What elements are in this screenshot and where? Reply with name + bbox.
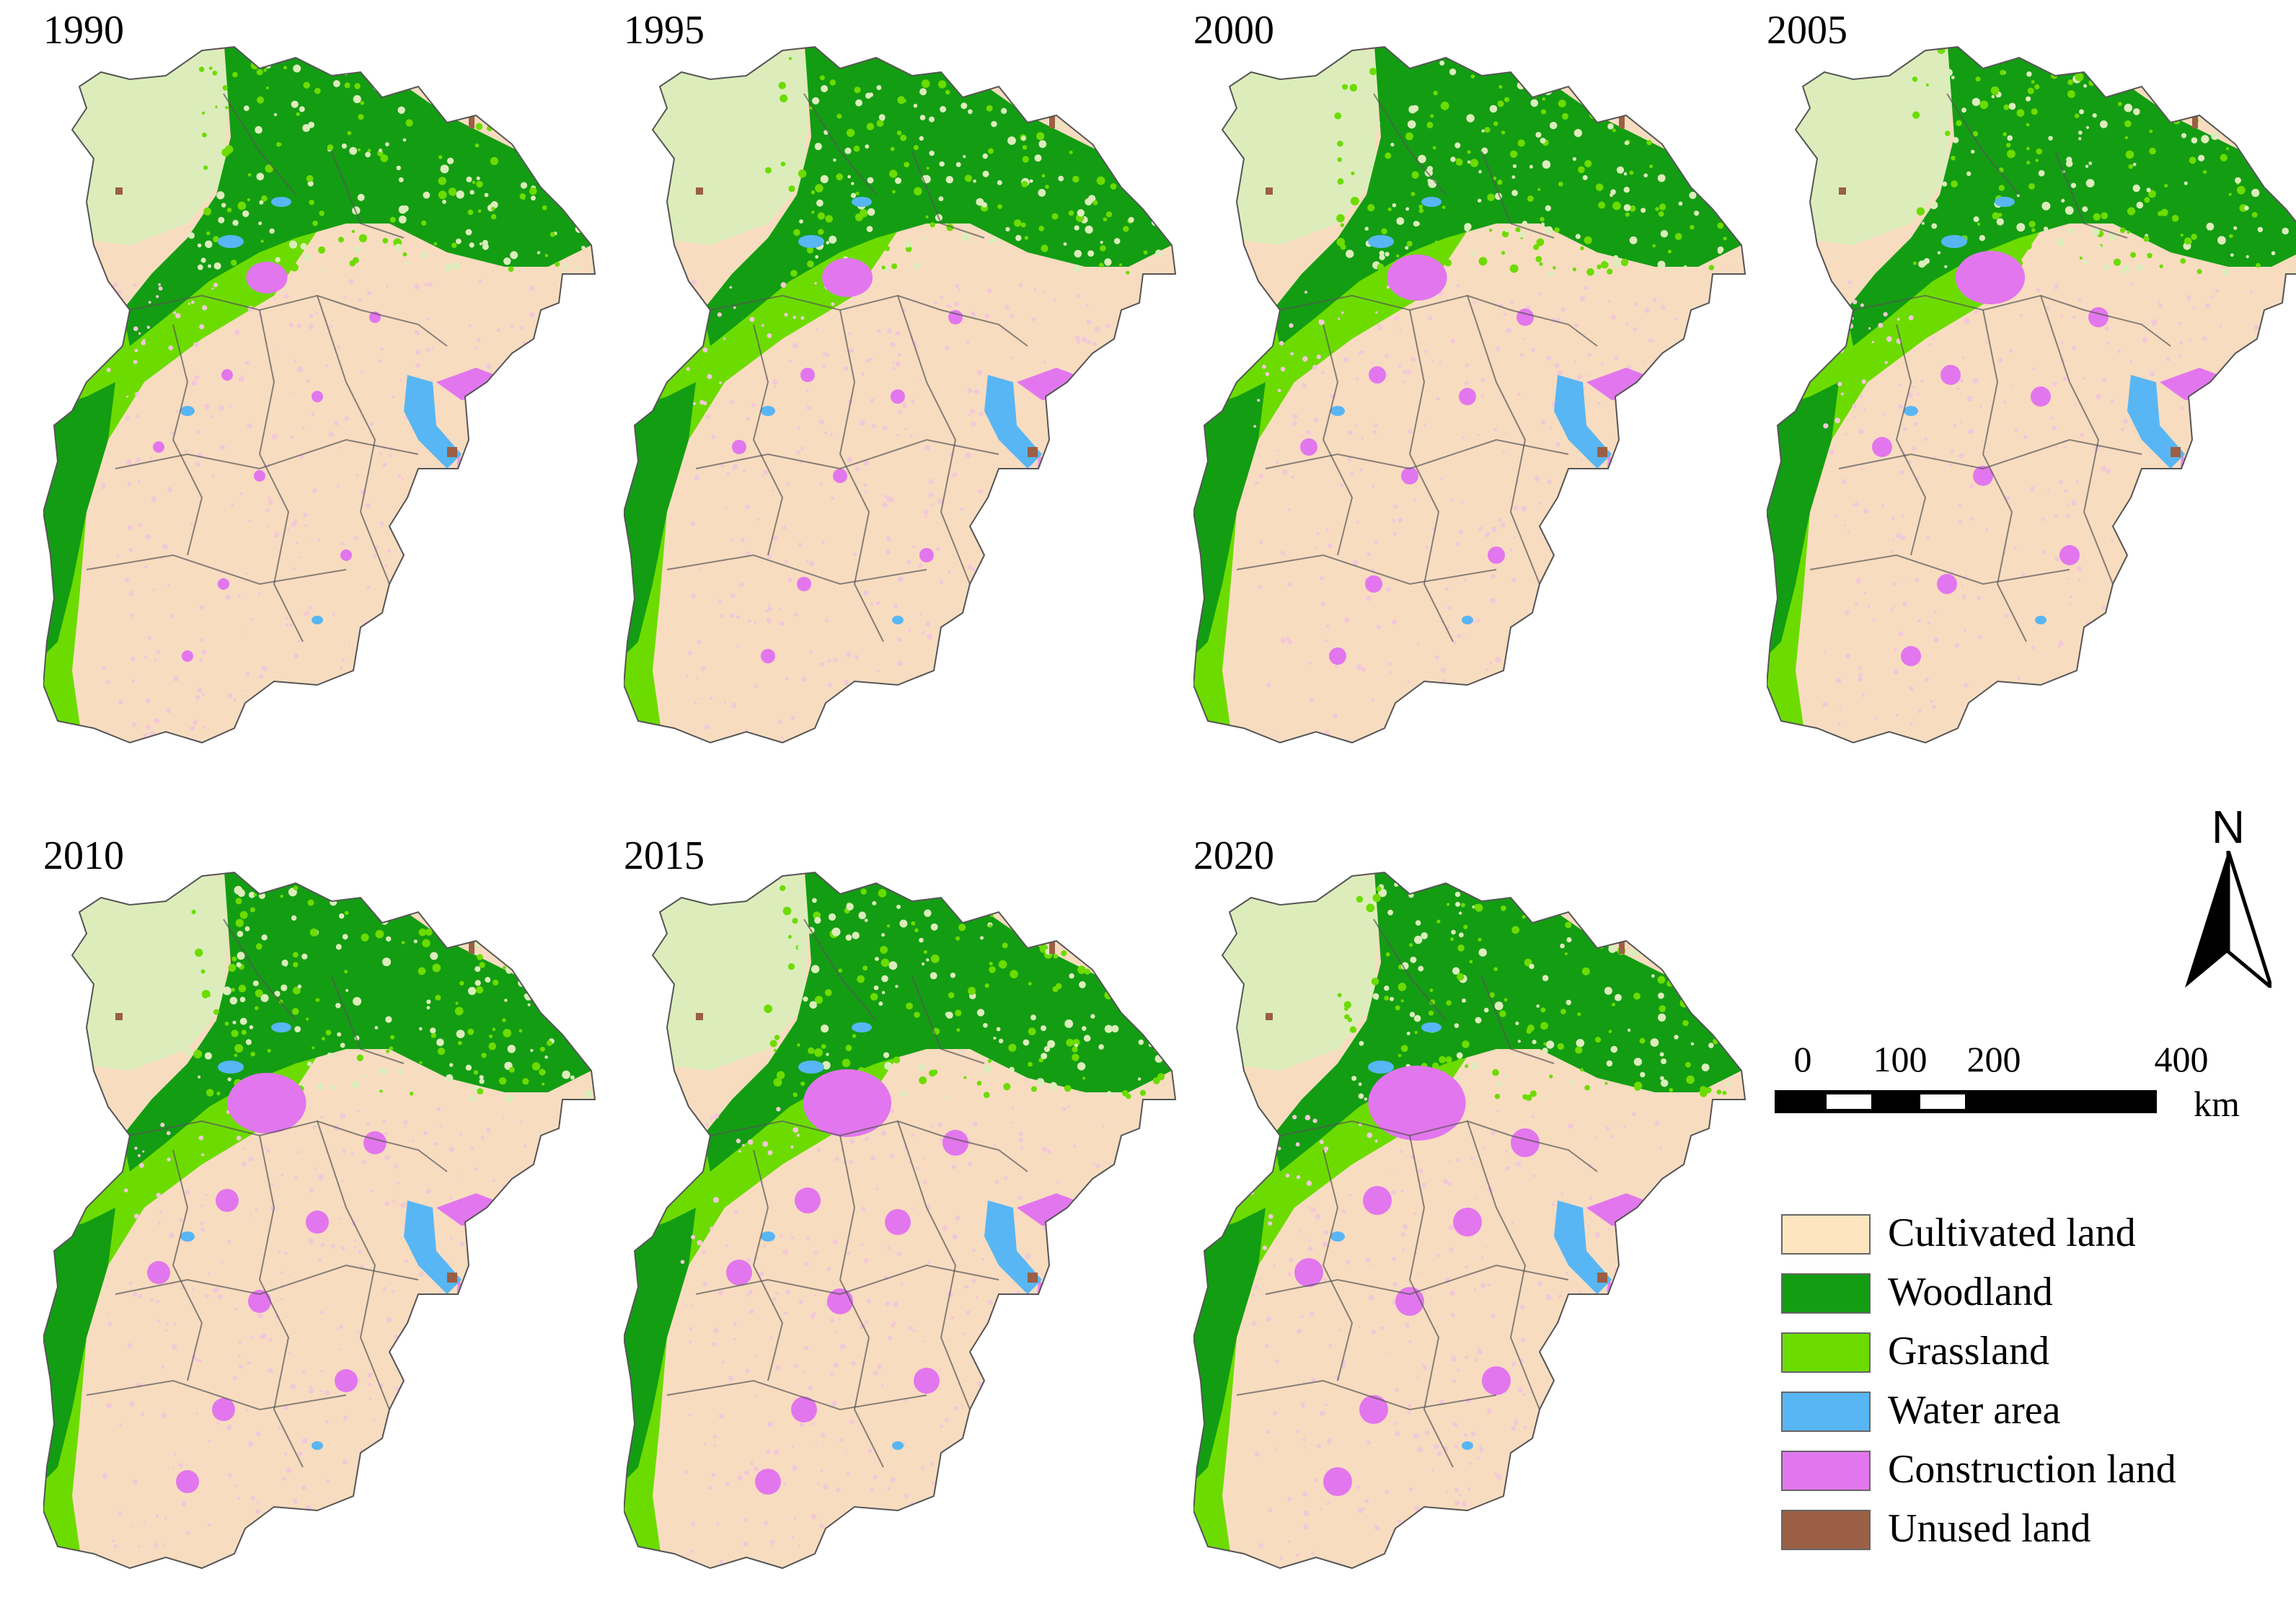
- land-use-map-2010: [43, 833, 606, 1597]
- panel-year-label: 2015: [624, 833, 705, 879]
- land-use-map-1995: [624, 7, 1186, 771]
- map-panel-2005: 2005: [1767, 7, 2296, 771]
- woodland-swatch: [1781, 1273, 1871, 1314]
- panel-year-label: 2010: [43, 833, 124, 879]
- scale-bar-graphic: [1774, 1089, 2178, 1115]
- legend: Cultivated land Woodland Grassland Water ar…: [1781, 1211, 2271, 1565]
- panel-year-label: 2005: [1767, 7, 1847, 53]
- land-use-map-2020: [1193, 833, 1756, 1597]
- scale-tick-200: 200: [1967, 1038, 2021, 1080]
- grassland-swatch: [1781, 1332, 1871, 1373]
- map-panel-2015: 2015: [624, 833, 1186, 1597]
- panel-year-label: 1995: [624, 7, 705, 53]
- panel-year-label: 1990: [43, 7, 124, 53]
- map-panel-2010: 2010: [43, 833, 606, 1597]
- legend-item: Unused land: [1781, 1507, 2271, 1557]
- north-label: N: [2185, 800, 2271, 854]
- land-use-map-2000: [1193, 7, 1756, 771]
- scale-bar: 0 100 200 400 km: [1774, 1038, 2264, 1146]
- north-arrow: N: [2185, 800, 2271, 988]
- land-use-map-2005: [1767, 7, 2296, 771]
- legend-label: Construction land: [1888, 1446, 2176, 1492]
- water-area-swatch: [1781, 1392, 1871, 1432]
- unused-land-swatch: [1781, 1510, 1871, 1550]
- legend-item: Cultivated land: [1781, 1211, 2271, 1262]
- scale-tick-100: 100: [1873, 1038, 1928, 1080]
- north-arrow-icon: [2185, 851, 2271, 988]
- map-panel-1995: 1995: [624, 7, 1186, 771]
- legend-item: Water area: [1781, 1389, 2271, 1439]
- legend-item: Construction land: [1781, 1448, 2271, 1498]
- scale-tick-400: 400: [2155, 1038, 2209, 1080]
- map-panel-2000: 2000: [1193, 7, 1756, 771]
- legend-item: Grassland: [1781, 1330, 2271, 1380]
- legend-label: Grassland: [1888, 1328, 2049, 1374]
- land-use-map-2015: [624, 833, 1186, 1597]
- panel-year-label: 2000: [1193, 7, 1274, 53]
- legend-label: Cultivated land: [1888, 1210, 2136, 1256]
- construction-land-swatch: [1781, 1451, 1871, 1491]
- panel-year-label: 2020: [1193, 833, 1274, 879]
- cultivated-land-swatch: [1781, 1214, 1871, 1255]
- legend-label: Woodland: [1888, 1269, 2053, 1315]
- legend-label: Water area: [1888, 1387, 2061, 1433]
- scale-unit: km: [2194, 1083, 2240, 1125]
- land-use-map-1990: [43, 7, 606, 771]
- scale-tick-0: 0: [1794, 1038, 1812, 1080]
- legend-item: Woodland: [1781, 1270, 2271, 1321]
- legend-label: Unused land: [1888, 1505, 2091, 1552]
- map-panel-2020: 2020: [1193, 833, 1756, 1597]
- map-panel-1990: 1990: [43, 7, 606, 771]
